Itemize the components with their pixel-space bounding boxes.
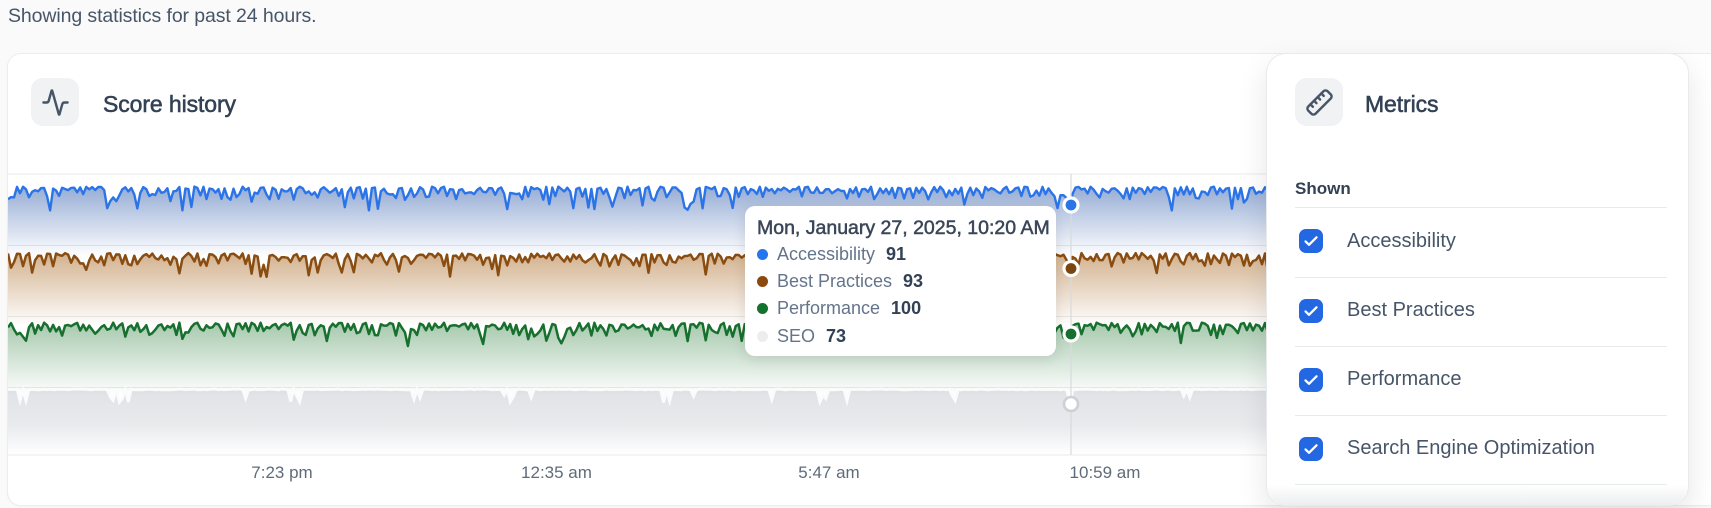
- svg-text:12:35 am: 12:35 am: [521, 463, 592, 482]
- svg-text:7:23 pm: 7:23 pm: [251, 463, 312, 482]
- svg-text:10:59 am: 10:59 am: [1070, 463, 1141, 482]
- svg-text:5:47 am: 5:47 am: [798, 463, 859, 482]
